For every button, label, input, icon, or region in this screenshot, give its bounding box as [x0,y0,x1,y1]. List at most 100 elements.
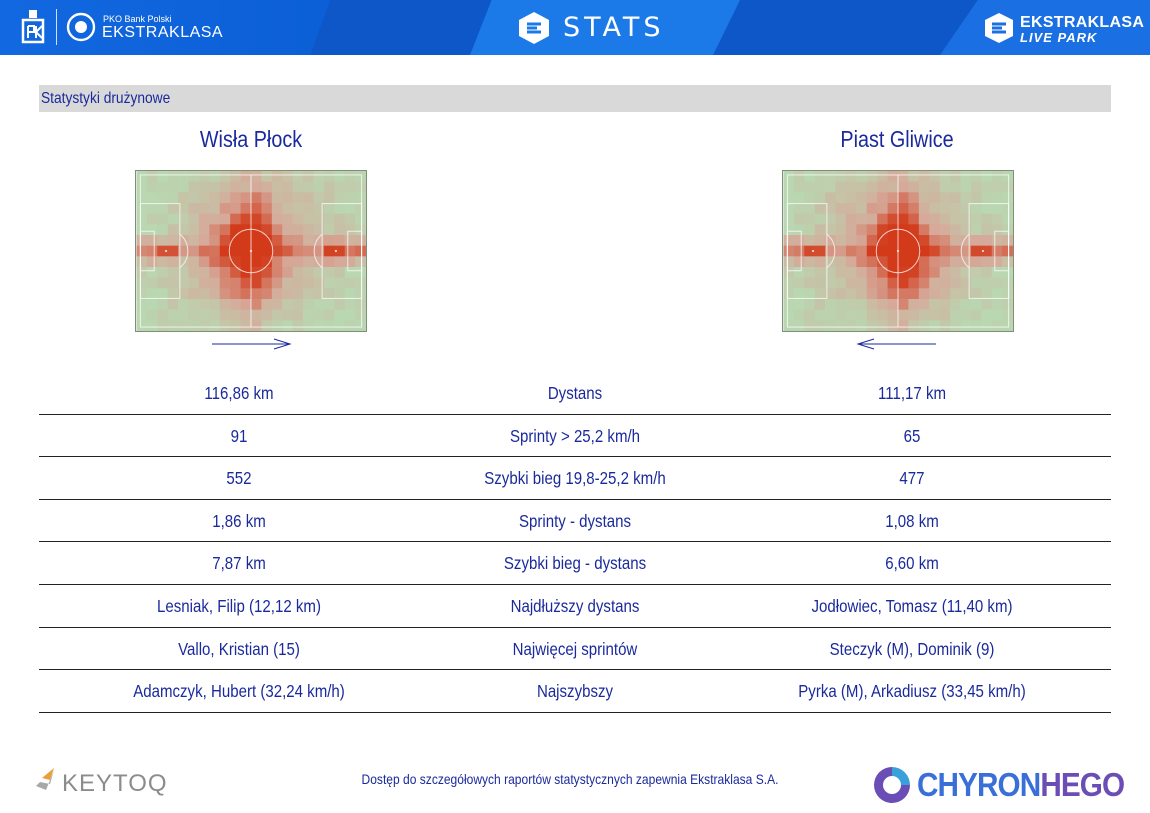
heatmap-cell [1002,267,1013,279]
heatmap-cell [898,299,909,311]
table-row: 1,86 km Sprinty - dystans 1,08 km [39,500,1111,543]
heatmap-cell [939,299,951,311]
heatmap-cell [198,192,210,204]
heatmap-cell [939,309,951,321]
heatmap-cell [804,288,816,300]
heatmap-cell [950,267,961,279]
heatmap-cell [344,277,356,289]
pko-logo-icon [21,10,45,44]
chyronhego-logo-icon [874,767,910,803]
live-park-line-2: LIVE PARK [1020,30,1098,45]
heatmap-cell [804,299,816,311]
heatmap-cell [845,267,857,279]
heatmap-cell [908,277,920,289]
heatmap-cell [918,256,930,268]
heatmap-cell [323,224,335,236]
heatmap-cell [323,235,335,247]
heatmap-cell [981,203,993,215]
heatmap-cell [939,256,951,268]
heatmap-cell [282,181,294,193]
heatmap-cell [793,213,805,225]
heatmap-cell [960,181,972,193]
heatmap-cell [146,213,158,225]
heatmap-cell [178,267,189,279]
heatmap-cell [918,203,930,215]
heatmap-cell [1002,299,1013,311]
heatmap-cell [198,277,210,289]
heatmap-cell [835,320,847,331]
heatmap-cell [970,309,982,321]
team-away-name: Piast Gliwice [840,126,954,152]
heatmap-cell [303,192,314,204]
heatmap-cell [981,267,993,279]
heatmap-cell [157,277,169,289]
heatmap-cell [146,203,158,215]
heatmap-cell [251,288,262,300]
heatmap-cell [970,171,982,183]
stat-away-value: Pyrka (M), Arkadiusz (33,45 km/h) [798,681,1026,702]
heatmap-cell [918,320,930,331]
heatmap-cell [146,299,158,311]
heatmap-cell [908,299,920,311]
heatmap-cell [178,192,189,204]
heatmap-cell [178,299,189,311]
heatmap-cell [918,213,930,225]
heatmap-cell [950,181,961,193]
heatmap-cell [950,224,961,236]
heatmap-cell [898,213,909,225]
pitch-marking [826,233,836,269]
heatmap-cell [146,277,158,289]
heatmap-cell [355,224,366,236]
heatmap-cell [877,171,888,183]
heatmap-cell [835,277,847,289]
heatmap-cell [292,320,304,331]
heatmap-cell [355,320,366,331]
heatmap-cell [271,277,283,289]
heatmap-cell [929,245,941,257]
heatmap-cell [355,256,366,268]
heatmap-cell [334,288,346,300]
heatmap-cell [146,245,158,257]
heatmap-cell [251,171,262,183]
heatmap-cell [146,192,158,204]
heatmap-cell [334,224,346,236]
heatmap-cell [877,288,888,300]
heatmap-cell [877,203,888,215]
stat-home-value: 7,87 km [212,553,266,574]
heatmap-cell [292,224,304,236]
heatmap-cell [323,299,335,311]
heatmap-cell [303,203,314,215]
heatmap-cell [219,203,231,215]
hego-word: HEGO [1040,766,1125,803]
heatmap-cell [209,224,221,236]
heatmap-cell [271,288,283,300]
heatmap-cell [344,192,356,204]
heatmap-cell [188,267,200,279]
heatmap-cell [157,256,169,268]
heatmap-cell [929,203,941,215]
heatmap-cell [887,309,899,321]
heatmap-cell [929,309,941,321]
heatmap-cell [230,181,241,193]
stat-home-value: 1,86 km [212,510,266,531]
heatmap-cell [292,203,304,215]
heatmap-cell [866,192,878,204]
heatmap-cell [845,256,857,268]
table-row: Vallo, Kristian (15) Najwięcej sprintów … [39,628,1111,671]
heatmap-cell [981,235,993,247]
heatmap-cell [950,245,961,257]
heatmap-cell [198,245,210,257]
heatmap-cell [355,299,366,311]
heatmap-cell [887,213,899,225]
heatmap-cell [282,245,294,257]
heatmap-cell [856,309,868,321]
heatmap-cell [950,309,961,321]
heatmap-cell [856,235,868,247]
pitch-marking [228,228,274,274]
heatmap-cell [991,235,1003,247]
heatmap-cell [198,320,210,331]
heatmap-cell [866,235,878,247]
heatmap-cell [981,309,993,321]
heatmap-cell [261,277,273,289]
heatmap-cell [240,320,252,331]
